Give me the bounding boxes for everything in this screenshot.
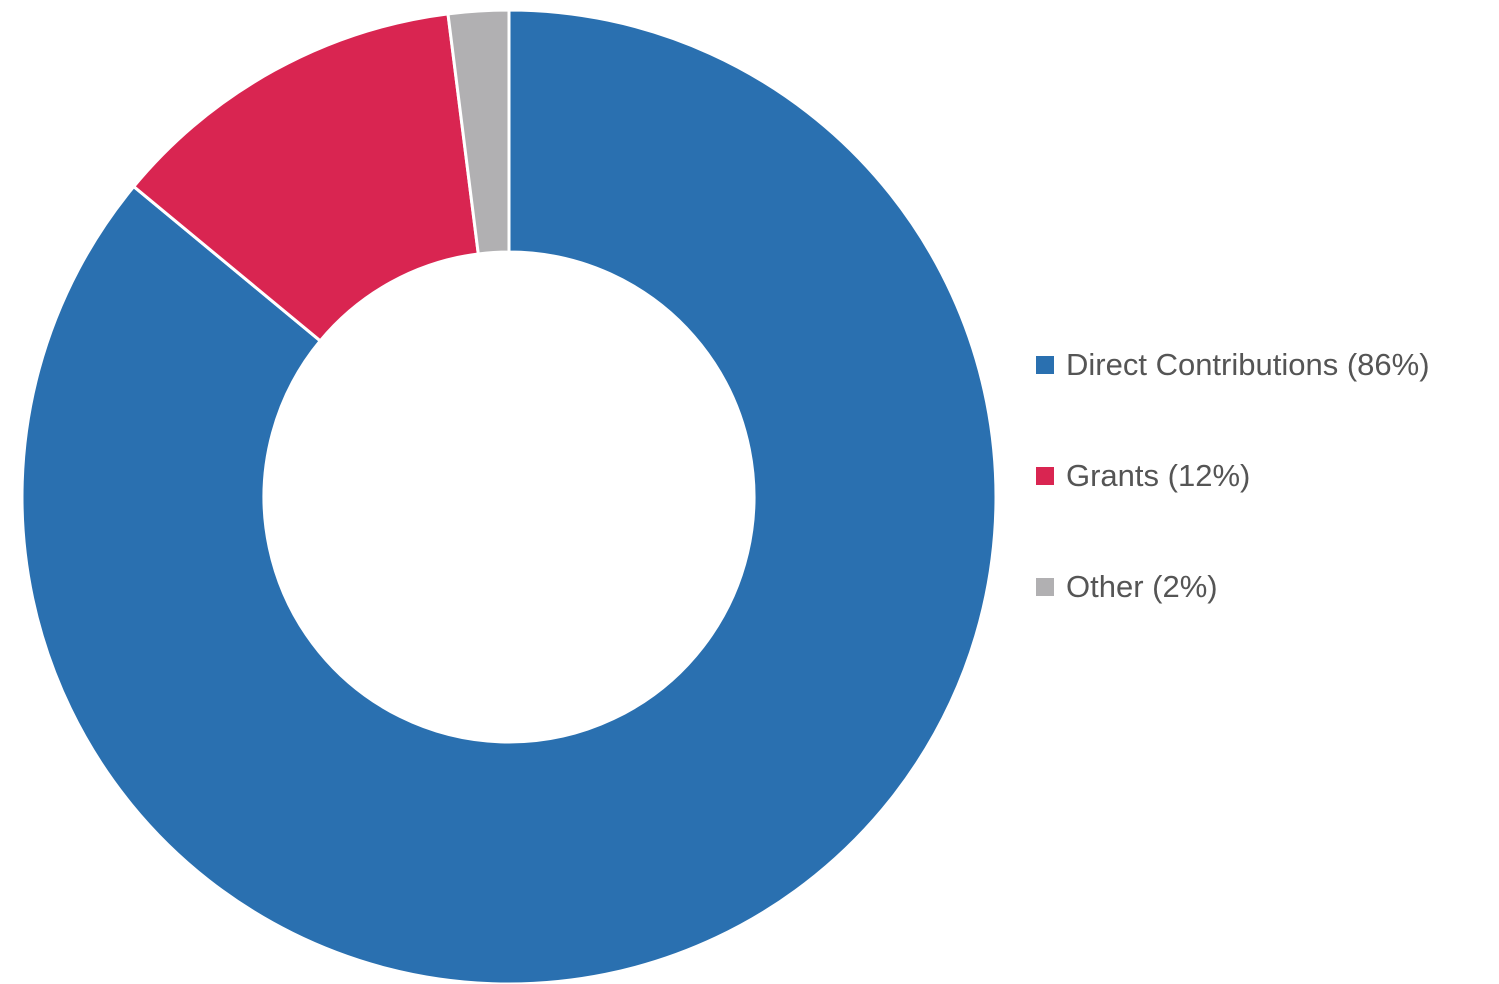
donut-slice-grants bbox=[131, 12, 480, 343]
legend-swatch-direct-contributions bbox=[1036, 356, 1054, 374]
chart-legend: Direct Contributions (86%) Grants (12%) … bbox=[1036, 340, 1430, 673]
legend-item-other: Other (2%) bbox=[1036, 562, 1430, 612]
legend-label-grants: Grants (12%) bbox=[1066, 458, 1251, 493]
donut-slice-direct-contributions bbox=[20, 8, 998, 984]
legend-item-direct-contributions: Direct Contributions (86%) bbox=[1036, 340, 1430, 390]
donut-slice-other bbox=[446, 8, 511, 256]
legend-item-grants: Grants (12%) bbox=[1036, 451, 1430, 501]
donut-chart bbox=[20, 8, 998, 984]
legend-swatch-other bbox=[1036, 578, 1054, 596]
legend-label-direct-contributions: Direct Contributions (86%) bbox=[1066, 347, 1430, 382]
legend-label-other: Other (2%) bbox=[1066, 569, 1218, 604]
legend-swatch-grants bbox=[1036, 467, 1054, 485]
